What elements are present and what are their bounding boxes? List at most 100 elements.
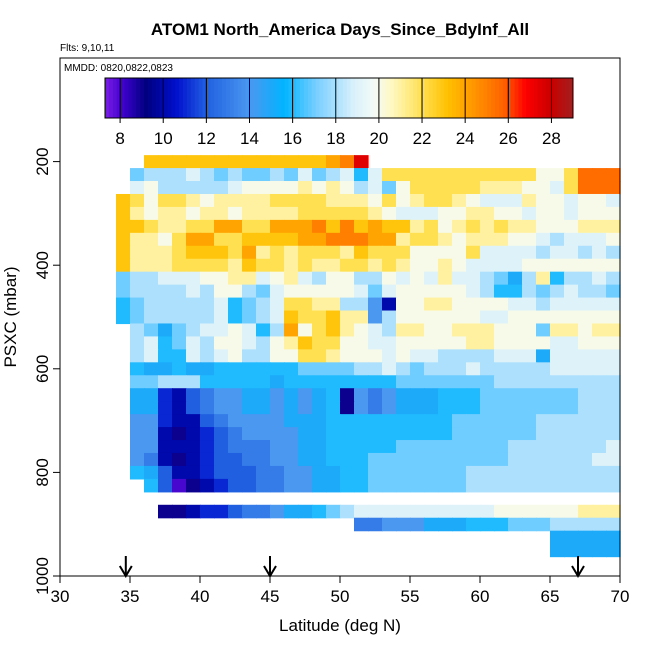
colorbar-segment [218, 78, 223, 118]
heatmap-cell [242, 465, 257, 480]
heatmap-cell [592, 323, 607, 338]
heatmap-cell [466, 478, 481, 493]
heatmap-cell [368, 271, 383, 286]
heatmap-cell [396, 440, 411, 454]
heatmap-cell [172, 427, 187, 441]
heatmap-cell [270, 297, 285, 312]
heatmap-cell [466, 504, 481, 519]
heatmap-cell [144, 232, 159, 247]
colorbar-segment [366, 78, 371, 118]
heatmap-cell [508, 258, 523, 273]
heatmap-cell [200, 284, 215, 299]
heatmap-cell [550, 258, 565, 273]
heatmap-cell [326, 414, 341, 428]
colorbar-tick-label: 18 [326, 129, 345, 148]
heatmap-cell [578, 310, 593, 325]
heatmap-cell [158, 349, 173, 363]
heatmap-cell [578, 401, 593, 415]
heatmap-cell [494, 181, 509, 195]
heatmap-cell [270, 427, 285, 441]
heatmap-cell [354, 193, 369, 208]
heatmap-cell [410, 517, 425, 532]
colorbar-segment [257, 78, 262, 118]
colorbar-segment [557, 78, 562, 118]
heatmap-cell [270, 245, 285, 260]
heatmap-cell [298, 193, 313, 208]
heatmap-cell [606, 375, 621, 389]
colorbar-segment [112, 78, 118, 118]
heatmap-cell [270, 193, 285, 208]
colorbar-segment [495, 78, 500, 118]
colorbar-segment [179, 78, 184, 118]
heatmap-cell [158, 181, 173, 195]
heatmap-cell [564, 427, 579, 441]
heatmap-cell [550, 349, 565, 363]
heatmap-cell [242, 440, 257, 454]
heatmap-cell [606, 349, 621, 363]
heatmap-cell [256, 440, 271, 454]
heatmap-cell [480, 245, 495, 260]
heatmap-cell [606, 168, 621, 182]
heatmap-cell [424, 440, 439, 454]
colorbar-segment [253, 78, 258, 118]
colorbar-segment [151, 78, 157, 118]
colorbar-segment [530, 78, 535, 118]
colorbar-segment [249, 78, 254, 118]
heatmap-cell [536, 414, 551, 428]
heatmap-cell [522, 181, 537, 195]
heatmap-cell [354, 452, 369, 467]
heatmap-cell [536, 517, 551, 532]
heatmap-cell [340, 271, 355, 286]
heatmap-cell [270, 155, 285, 169]
heatmap-cell [606, 181, 621, 195]
heatmap-cell [424, 336, 439, 350]
heatmap-cell [242, 181, 257, 195]
colorbar-segment [132, 78, 137, 118]
heatmap-cell [494, 258, 509, 273]
x-tick-label: 55 [401, 587, 420, 606]
heatmap-cell [326, 440, 341, 454]
heatmap-cell [200, 168, 215, 182]
heatmap-cell [326, 349, 341, 363]
heatmap-cell [144, 465, 159, 480]
heatmap-cell [494, 401, 509, 415]
colorbar-segment [311, 78, 317, 118]
heatmap-cell [312, 297, 327, 312]
heatmap-cell [228, 245, 243, 260]
heatmap-cell [466, 362, 481, 376]
heatmap-cell [214, 414, 229, 428]
heatmap-cell [242, 168, 257, 182]
heatmap-cell [284, 206, 299, 221]
colorbar-segment [331, 78, 336, 118]
heatmap-cell [284, 219, 299, 234]
heatmap-cell [606, 258, 621, 273]
heatmap-cell [578, 543, 593, 558]
heatmap-cell [228, 310, 243, 325]
colorbar-segment [315, 78, 320, 118]
heatmap-cell [536, 388, 551, 402]
heatmap-cell [186, 206, 201, 221]
heatmap-cell [522, 349, 537, 363]
heatmap-cell [564, 478, 579, 493]
heatmap-cell [116, 297, 131, 312]
heatmap-cell [438, 452, 453, 467]
heatmap-cell [396, 465, 411, 480]
heatmap-cell [158, 284, 173, 299]
heatmap-cell [382, 219, 397, 234]
heatmap-cell [480, 310, 495, 325]
heatmap-cell [480, 181, 495, 195]
heatmap-cell [508, 297, 523, 312]
heatmap-cell [368, 349, 383, 363]
heatmap-cell [270, 284, 285, 299]
heatmap-cell [606, 219, 621, 234]
heatmap-cell [312, 427, 327, 441]
heatmap-cell [522, 375, 537, 389]
heatmap-cell [592, 504, 607, 519]
heatmap-cell [158, 401, 173, 415]
heatmap-cell [494, 168, 509, 182]
heatmap-cell [186, 271, 201, 286]
colorbar-segment [261, 78, 266, 118]
heatmap-cell [340, 168, 355, 182]
heatmap-cell [186, 219, 201, 234]
